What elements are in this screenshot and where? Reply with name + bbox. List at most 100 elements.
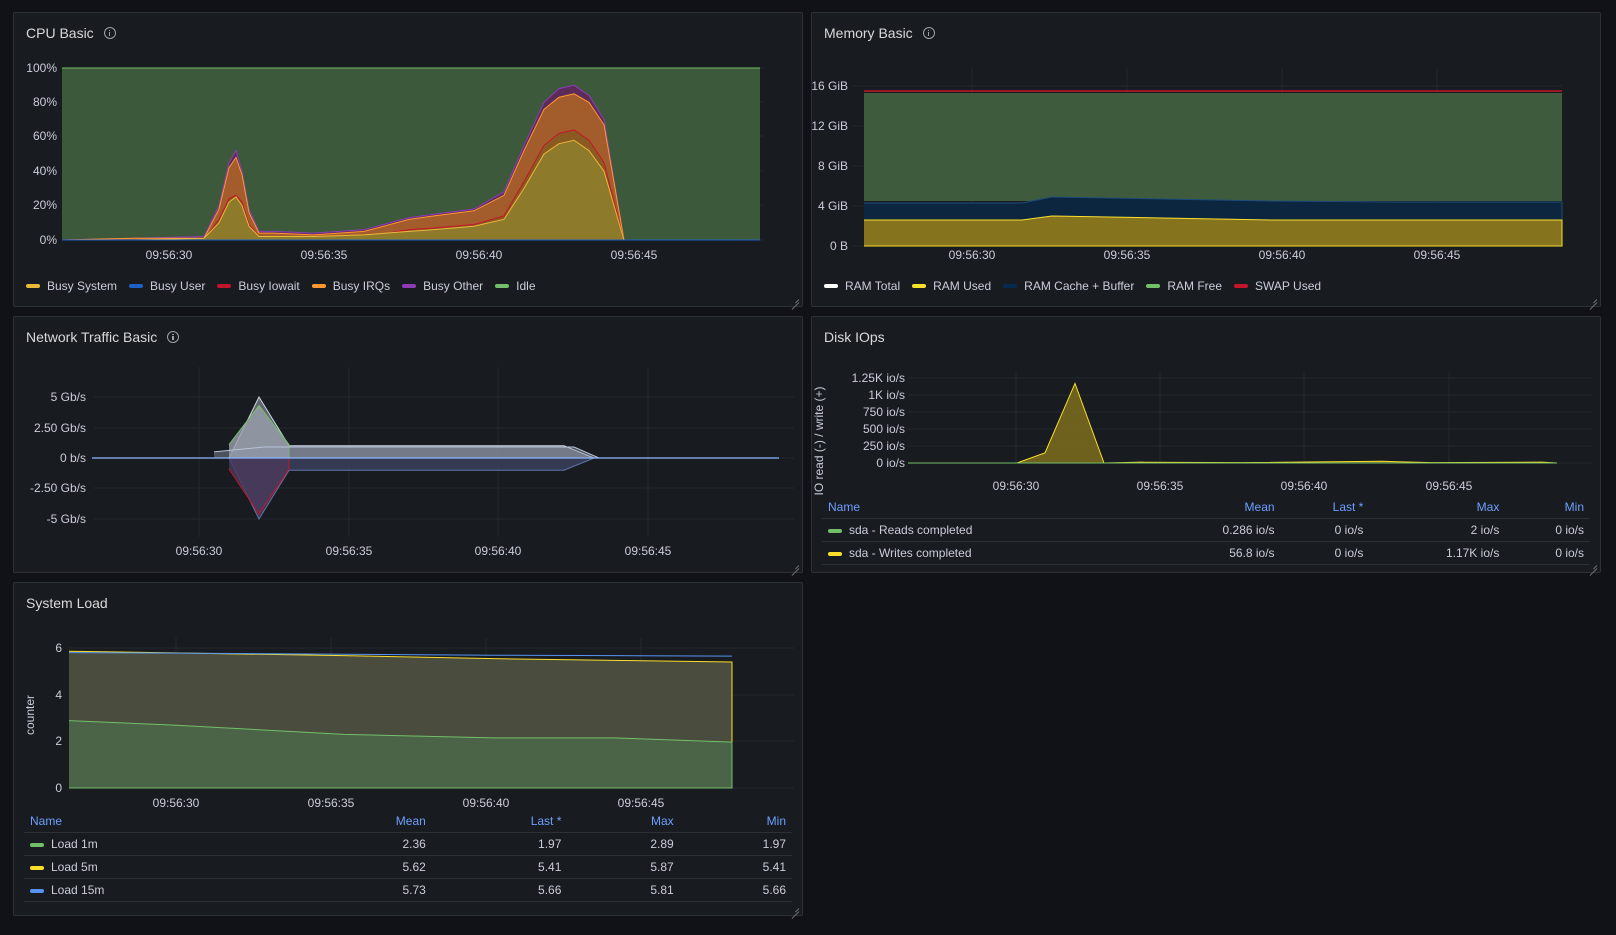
legend-item[interactable]: Busy System xyxy=(26,279,117,293)
column-header[interactable]: Mean xyxy=(1147,497,1281,519)
column-header[interactable]: Min xyxy=(679,811,792,833)
table-row[interactable]: Load 15m 5.73 5.66 5.81 5.66 xyxy=(24,878,792,902)
legend-item[interactable]: Busy IRQs xyxy=(311,279,390,293)
column-header[interactable]: Max xyxy=(567,811,680,833)
legend-item[interactable]: RAM Free xyxy=(1146,279,1222,293)
legend-label: Busy User xyxy=(150,279,206,293)
panel-title: Network Traffic Basic xyxy=(26,329,158,345)
cpu-chart[interactable]: 100% 80% 60% 40% 20% 0% 09:56:30 09:56:35 09:56:… xyxy=(14,13,804,308)
legend-item[interactable]: Busy User xyxy=(129,279,205,293)
panel-title: Disk IOps xyxy=(824,329,885,345)
legend-label: SWAP Used xyxy=(1255,279,1322,293)
legend-swatch xyxy=(1003,284,1018,288)
mean-cell: 2.36 xyxy=(298,832,432,856)
legend-swatch xyxy=(30,842,44,847)
column-header[interactable]: Min xyxy=(1505,497,1590,519)
series-name: sda - Reads completed xyxy=(849,523,973,537)
legend-item[interactable]: SWAP Used xyxy=(1234,279,1321,293)
legend-item[interactable]: RAM Cache + Buffer xyxy=(1003,279,1134,293)
y-tick-label: 0 io/s xyxy=(876,456,905,470)
legend-item[interactable]: Busy Other xyxy=(402,279,483,293)
x-tick-label: 09:56:35 xyxy=(308,796,355,810)
table-header-row: Name Mean Last * Max Min xyxy=(24,811,792,833)
x-tick-label: 09:56:40 xyxy=(475,544,522,558)
y-tick-label: 0 B xyxy=(830,239,848,253)
column-header[interactable]: Last * xyxy=(431,811,568,833)
y-tick-label: -5 Gb/s xyxy=(47,512,86,526)
info-icon[interactable] xyxy=(922,27,935,39)
resize-handle[interactable] xyxy=(790,903,800,913)
last-cell: 5.66 xyxy=(431,878,568,902)
legend-swatch xyxy=(30,865,44,870)
max-cell: 5.87 xyxy=(567,855,680,879)
resize-handle[interactable] xyxy=(1588,294,1598,304)
x-tick-label: 09:56:45 xyxy=(1426,479,1473,493)
memory-chart[interactable]: 16 GiB 12 GiB 8 GiB 4 GiB 0 B 09:56:30 09:56:3… xyxy=(811,13,1602,308)
x-tick-label: 09:56:40 xyxy=(463,796,510,810)
info-icon[interactable] xyxy=(167,331,180,343)
legend-swatch xyxy=(828,528,842,533)
panel-title: System Load xyxy=(26,595,108,611)
mean-cell: 5.62 xyxy=(298,855,432,879)
y-tick-label: 4 xyxy=(55,688,62,702)
min-cell: 5.66 xyxy=(679,878,792,902)
last-cell: 0 io/s xyxy=(1280,541,1370,565)
max-cell: 2.89 xyxy=(567,832,680,856)
system-load-panel: System Load counter 6 4 2 0 09:56:30 09:56:35… xyxy=(13,582,803,916)
y-tick-label: 4 GiB xyxy=(818,199,848,213)
legend-label: RAM Cache + Buffer xyxy=(1024,279,1135,293)
series-name: sda - Writes completed xyxy=(849,546,972,560)
load-15m-line xyxy=(68,652,733,657)
legend-label: Idle xyxy=(516,279,536,293)
legend-swatch xyxy=(828,551,842,556)
series-name-cell: sda - Writes completed xyxy=(822,541,1148,565)
disk-chart[interactable]: 1.25K io/s 1K io/s 750 io/s 500 io/s 250 io/… xyxy=(812,317,1602,574)
column-header[interactable]: Name xyxy=(24,811,299,833)
y-tick-label: 6 xyxy=(55,641,62,655)
series-name: Load 1m xyxy=(51,837,98,851)
x-tick-label: 09:56:40 xyxy=(456,248,503,262)
disk-legend-table: Name Mean Last * Max Min sda - Reads complete… xyxy=(822,497,1590,565)
panel-title: Memory Basic xyxy=(824,25,913,41)
x-tick-label: 09:56:40 xyxy=(1259,248,1306,262)
table-row[interactable]: Load 1m 2.36 1.97 2.89 1.97 xyxy=(24,832,792,856)
network-chart[interactable]: 5 Gb/s 2.50 Gb/s 0 b/s -2.50 Gb/s -5 Gb/s 09:… xyxy=(14,317,804,574)
series-name-cell: Load 1m xyxy=(24,832,299,856)
legend-item[interactable]: RAM Total xyxy=(824,279,900,293)
last-cell: 1.97 xyxy=(431,832,568,856)
series-name-cell: sda - Reads completed xyxy=(822,518,1148,542)
legend-label: RAM Total xyxy=(845,279,901,293)
load-1m-area xyxy=(68,720,733,789)
column-header[interactable]: Max xyxy=(1369,497,1506,519)
idle-area xyxy=(62,68,760,240)
column-header[interactable]: Name xyxy=(822,497,1148,519)
mean-cell: 56.8 io/s xyxy=(1147,541,1281,565)
resize-handle[interactable] xyxy=(790,294,800,304)
legend-item[interactable]: Busy Iowait xyxy=(217,279,300,293)
legend-item[interactable]: RAM Used xyxy=(912,279,991,293)
min-cell: 0 io/s xyxy=(1505,541,1590,565)
y-tick-label: 80% xyxy=(33,95,57,109)
last-cell: 0 io/s xyxy=(1280,518,1370,542)
table-header-row: Name Mean Last * Max Min xyxy=(822,497,1590,519)
legend-item[interactable]: Idle xyxy=(495,279,536,293)
resize-handle[interactable] xyxy=(1588,560,1598,570)
transmit-peak-area xyxy=(228,457,290,516)
x-tick-label: 09:56:45 xyxy=(618,796,665,810)
load-chart[interactable]: 6 4 2 0 09:56:30 09:56:35 09:56:40 09:56:45 xyxy=(14,583,804,917)
y-tick-label: 16 GiB xyxy=(811,79,848,93)
last-cell: 5.41 xyxy=(431,855,568,879)
table-row[interactable]: sda - Writes completed 56.8 io/s 0 io/s 1.1… xyxy=(822,541,1590,565)
column-header[interactable]: Last * xyxy=(1280,497,1370,519)
x-tick-label: 09:56:30 xyxy=(949,248,996,262)
y-tick-label: 1.25K io/s xyxy=(852,371,905,385)
series-name: Load 5m xyxy=(51,860,98,874)
x-tick-label: 09:56:35 xyxy=(326,544,373,558)
x-tick-label: 09:56:45 xyxy=(625,544,672,558)
info-icon[interactable] xyxy=(103,27,116,39)
resize-handle[interactable] xyxy=(790,560,800,570)
table-row[interactable]: sda - Reads completed 0.286 io/s 0 io/s 2 i… xyxy=(822,518,1590,542)
column-header[interactable]: Mean xyxy=(298,811,432,833)
table-row[interactable]: Load 5m 5.62 5.41 5.87 5.41 xyxy=(24,855,792,879)
y-tick-label: 12 GiB xyxy=(811,119,848,133)
